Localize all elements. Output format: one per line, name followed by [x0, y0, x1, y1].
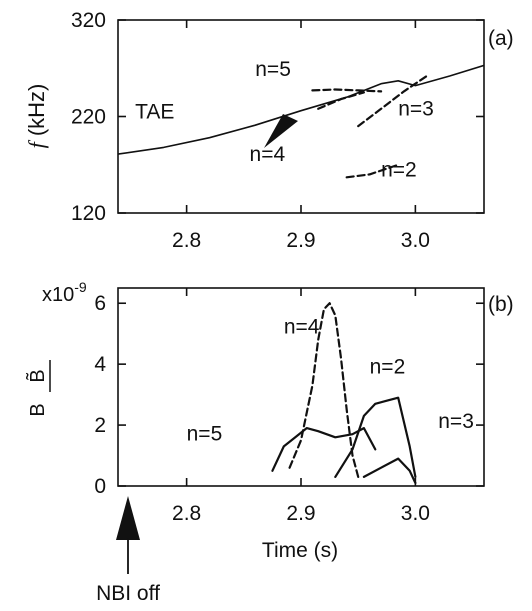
panel-b-series-n2 — [334, 396, 417, 478]
panel-b-series-n5 — [271, 427, 377, 472]
panel-b-annotation: n=3 — [438, 410, 474, 433]
panel-b: 2.8 2.9 3.0 0 2 4 6 n=4 n=2 n=5 n=3 (b) x10-9 B̃ … — [26, 279, 514, 562]
panel-b-ytick-label: 0 — [94, 475, 106, 498]
panel-a-ylabel: f (kHz) — [24, 84, 49, 149]
panel-a-series-tae — [118, 64, 484, 155]
panel-b-annotations: n=4 n=2 n=5 n=3 — [187, 316, 474, 446]
panel-a-annotation: n=3 — [398, 98, 434, 121]
panel-b-annotation: n=4 — [284, 316, 320, 339]
panel-a-xtick-label: 2.9 — [286, 229, 315, 252]
panel-a: 2.8 2.9 3.0 120 220 320 n=5 TAE n=3 n=4 n=2 (a) f… — [24, 9, 514, 252]
panel-b-ylabel: B̃ B — [26, 360, 51, 417]
panel-b-ytick-label: 2 — [94, 414, 106, 437]
panel-b-xlabel: Time (s) — [262, 539, 338, 562]
panel-b-xtick-label: 2.8 — [172, 502, 201, 525]
panel-b-annotation: n=2 — [370, 355, 406, 378]
panel-a-series-n5 — [311, 88, 383, 93]
panel-a-xtick-label: 3.0 — [401, 229, 430, 252]
panel-a-series-n2 — [345, 163, 400, 179]
panel-b-series-n4 — [288, 302, 360, 478]
panel-b-xtick-label: 2.9 — [286, 502, 315, 525]
svg-text:f (kHz): f (kHz) — [24, 84, 49, 149]
panel-a-series-n4 — [317, 91, 365, 110]
panel-a-series-n3 — [357, 74, 428, 128]
panel-b-annotation: n=5 — [187, 422, 223, 445]
panel-a-annotation: TAE — [135, 100, 174, 123]
panel-b-yscale: x10-9 — [42, 279, 87, 306]
panel-a-ylabel-unit: (kHz) — [24, 84, 49, 143]
nbi-off-marker: NBI off — [96, 496, 160, 605]
panel-b-ylabel-denominator: B — [27, 403, 49, 416]
panel-b-ytick-label: 6 — [94, 292, 106, 315]
panel-a-ylabel-symbol: f — [24, 139, 49, 148]
panel-a-xtick-label: 2.8 — [172, 229, 201, 252]
panel-a-annotation: n=4 — [250, 143, 286, 166]
panel-a-ytick-label: 120 — [71, 202, 106, 225]
panel-b-series-n3 — [362, 457, 417, 485]
panel-a-annotation: n=2 — [381, 158, 417, 181]
panel-a-annotations: n=5 TAE n=3 n=4 n=2 — [135, 58, 434, 181]
panel-a-ticks: 2.8 2.9 3.0 120 220 320 — [71, 9, 484, 252]
panel-b-label: (b) — [488, 293, 514, 316]
panel-a-arrow — [264, 114, 298, 148]
nbi-off-label: NBI off — [96, 582, 160, 605]
panel-b-series — [271, 302, 417, 485]
panel-a-ytick-label: 320 — [71, 9, 106, 32]
panel-a-ytick-label: 220 — [71, 106, 106, 129]
panel-b-xtick-label: 3.0 — [401, 502, 430, 525]
nbi-off-arrow-head — [116, 496, 140, 540]
panel-b-ylabel-numerator: B̃ — [26, 369, 49, 382]
panel-a-label: (a) — [488, 27, 514, 50]
panel-a-annotation: n=5 — [255, 58, 291, 81]
panel-b-ticks: 2.8 2.9 3.0 0 2 4 6 — [94, 288, 484, 525]
panel-b-ytick-label: 4 — [94, 353, 106, 376]
panel-a-series — [118, 64, 484, 179]
